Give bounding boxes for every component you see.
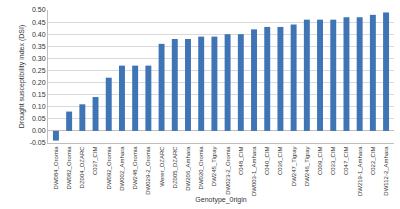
svg-text:DW029-2_Oromia: DW029-2_Oromia [145, 146, 151, 195]
svg-text:C037_CIM: C037_CIM [92, 146, 98, 175]
svg-text:C009_CIM: C009_CIM [317, 146, 323, 175]
svg-text:0.40: 0.40 [32, 31, 46, 38]
svg-text:0.30: 0.30 [32, 55, 46, 62]
svg-text:C047_CIM: C047_CIM [343, 146, 349, 175]
svg-text:0.35: 0.35 [32, 43, 46, 50]
svg-text:DZ004_DZARC: DZ004_DZARC [79, 146, 85, 189]
svg-text:DW092_Oromia: DW092_Oromia [106, 146, 112, 190]
svg-text:DW020_Oromia: DW020_Oromia [198, 146, 204, 190]
svg-text:Genotype_0rigin: Genotype_0rigin [195, 196, 246, 204]
svg-text:DW084_Oromia: DW084_Oromia [53, 146, 59, 190]
svg-text:DW247_Tigray: DW247_Tigray [291, 146, 297, 186]
svg-text:C022_CIM: C022_CIM [370, 146, 376, 175]
svg-text:0.45: 0.45 [32, 19, 46, 26]
svg-text:0.20: 0.20 [32, 79, 46, 86]
svg-text:C036_CIM: C036_CIM [277, 146, 283, 175]
svg-text:DW112-2_Amhara: DW112-2_Amhara [383, 146, 389, 196]
svg-text:Werer_DZARC: Werer_DZARC [159, 146, 165, 187]
svg-text:DW206_Amhara: DW206_Amhara [185, 146, 191, 191]
svg-text:0.15: 0.15 [32, 91, 46, 98]
svg-text:DZ005_DZARC: DZ005_DZARC [172, 146, 178, 189]
svg-text:DW248_Oromia: DW248_Oromia [132, 146, 138, 190]
svg-text:0.05: 0.05 [32, 115, 46, 122]
svg-text:DW003-1_Amhara: DW003-1_Amhara [251, 146, 257, 196]
svg-text:DW219-1_Amhara: DW219-1_Amhara [357, 146, 363, 196]
svg-text:DW245_Tigray: DW245_Tigray [211, 146, 217, 186]
svg-text:C033_CIM: C033_CIM [330, 146, 336, 175]
svg-text:0.00: 0.00 [32, 127, 46, 134]
svg-text:DW002_Amhara: DW002_Amhara [119, 146, 125, 191]
svg-text:DW082_Oromia: DW082_Oromia [66, 146, 72, 190]
svg-text:0.50: 0.50 [32, 6, 46, 13]
svg-text:0.10: 0.10 [32, 103, 46, 110]
svg-text:C040_CIM: C040_CIM [264, 146, 270, 175]
svg-text:-0.05: -0.05 [30, 139, 46, 146]
svg-text:C048_CIM: C048_CIM [238, 146, 244, 175]
svg-text:DW246_Tigray: DW246_Tigray [304, 146, 310, 186]
svg-text:0.25: 0.25 [32, 67, 46, 74]
svg-text:Drought susceptibility index (: Drought susceptibility index (DSI) [18, 25, 26, 129]
svg-text:DW023-2_Oromia: DW023-2_Oromia [225, 146, 231, 195]
